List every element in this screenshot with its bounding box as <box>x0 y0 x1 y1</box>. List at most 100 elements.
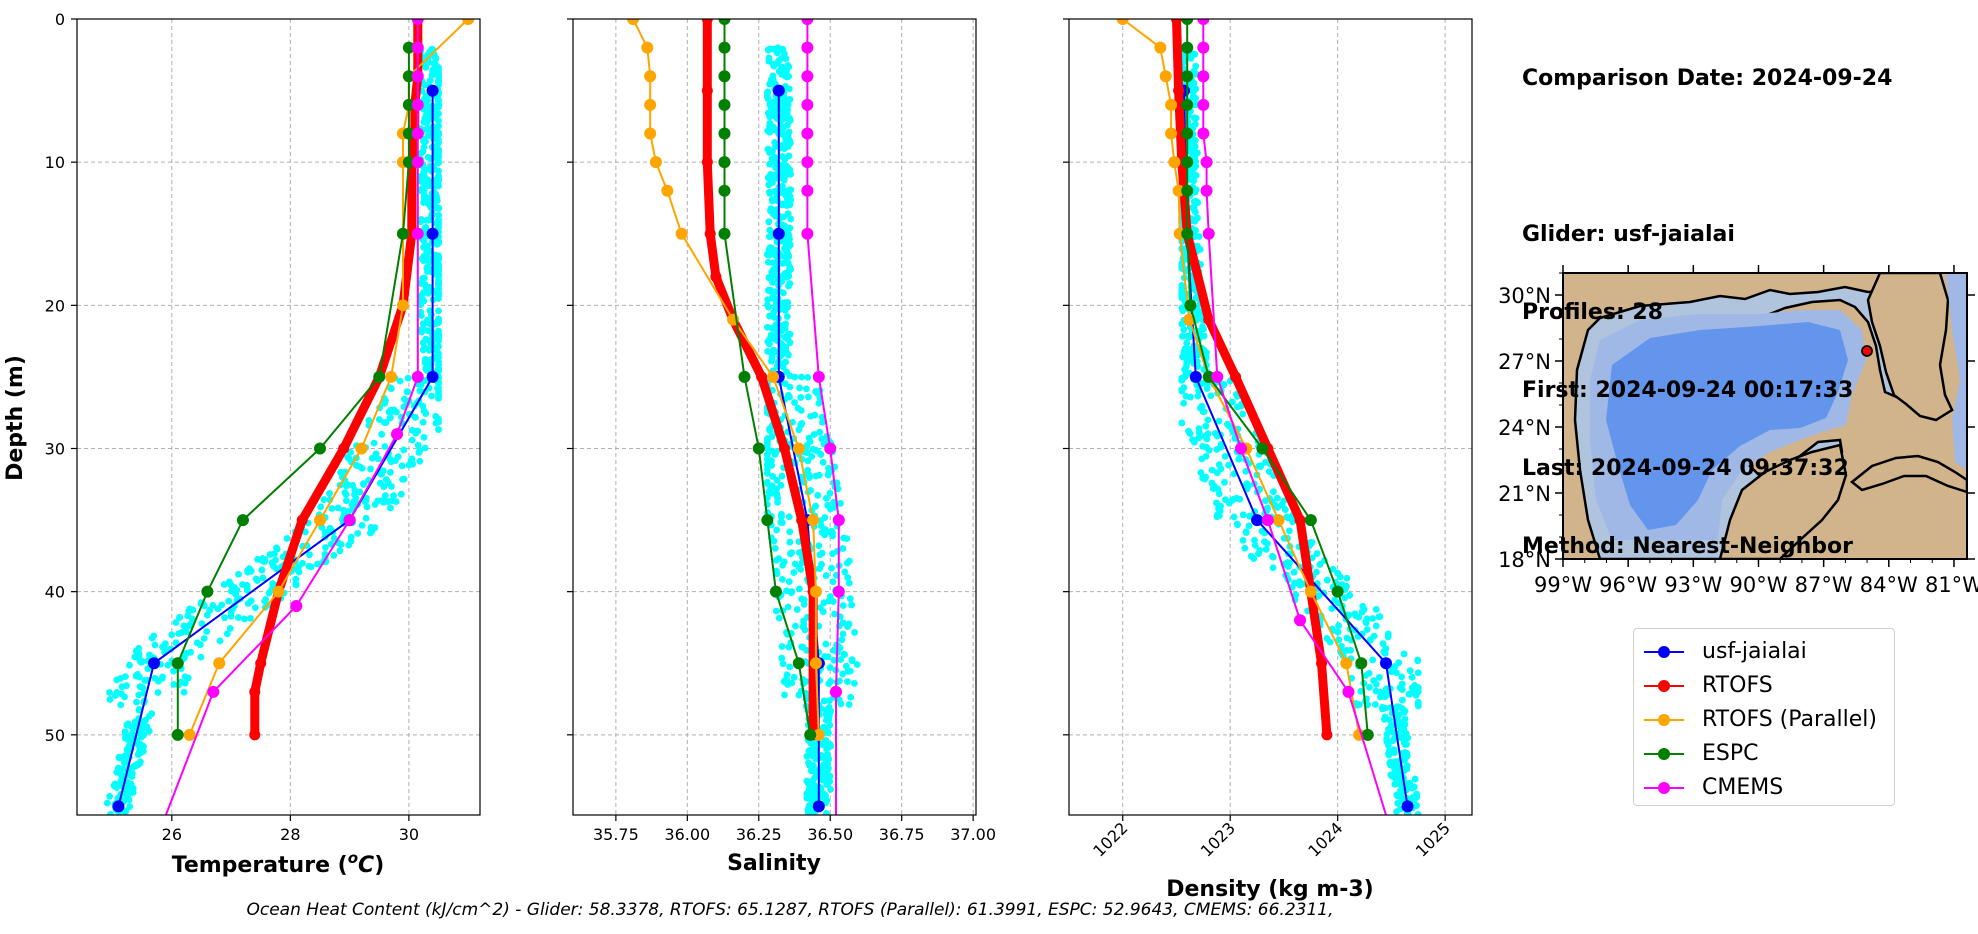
glider-scatter-point <box>1193 312 1201 320</box>
usf-jaialai-point <box>1189 370 1202 383</box>
y-tick-label: 10 <box>45 153 65 172</box>
glider-scatter-point <box>136 758 144 766</box>
glider-scatter-point <box>783 64 791 72</box>
glider-scatter-point <box>788 588 796 595</box>
usf-jaialai-point <box>1380 657 1393 670</box>
glider-scatter-point <box>781 270 789 277</box>
glider-scatter-point <box>778 70 785 78</box>
glider-scatter-point <box>766 160 774 168</box>
glider-scatter-point <box>815 399 823 407</box>
glider-scatter-point <box>431 53 439 61</box>
glider-scatter-point <box>435 73 442 81</box>
glider-scatter-point <box>780 213 788 221</box>
glider-scatter-point <box>380 419 388 426</box>
rtofs-parallel-point <box>1165 127 1178 140</box>
glider-scatter-point <box>226 578 233 586</box>
glider-scatter-point <box>1207 392 1215 400</box>
glider-scatter-point <box>776 352 784 360</box>
glider-scatter-point <box>1414 702 1422 710</box>
glider-scatter-point <box>198 620 206 628</box>
rtofs-parallel-point <box>1272 514 1285 527</box>
glider-scatter-point <box>188 615 196 623</box>
glider-scatter-point <box>423 363 431 371</box>
glider-scatter-point <box>203 628 211 635</box>
glider-scatter-point <box>1382 645 1390 653</box>
glider-scatter-point <box>419 346 427 354</box>
glider-scatter-point <box>1180 399 1188 407</box>
temperature-x-ticks: 26 28 30 <box>162 815 419 844</box>
glider-scatter-point <box>1193 242 1201 250</box>
espc-point <box>718 70 731 83</box>
glider-scatter-point <box>784 603 792 611</box>
glider-scatter-point <box>295 563 302 571</box>
glider-scatter-point <box>1308 554 1316 562</box>
rtofs-point <box>779 442 791 454</box>
glider-scatter-point <box>1331 596 1339 604</box>
usf-jaialai-point <box>772 227 785 240</box>
cmems-point <box>801 98 814 111</box>
glider-scatter-point <box>838 636 846 644</box>
glider-scatter-point <box>148 710 156 718</box>
map-florida-land <box>1866 273 1954 422</box>
glider-scatter-point <box>763 251 771 258</box>
glider-scatter-point <box>433 240 441 248</box>
glider-scatter-point <box>226 625 234 632</box>
glider-scatter-point <box>1401 740 1409 748</box>
density-axis-label: Density (kg m-3) <box>1166 877 1374 902</box>
cmems-point <box>1197 70 1210 83</box>
glider-scatter-point <box>1236 495 1244 503</box>
glider-scatter-point <box>117 674 124 682</box>
glider-scatter-point <box>423 119 431 127</box>
glider-scatter-point <box>816 565 823 572</box>
glider-scatter-point <box>1187 354 1195 362</box>
glider-scatter-point <box>778 643 786 650</box>
espc-point <box>171 657 184 670</box>
glider-scatter-point <box>400 446 408 454</box>
glider-scatter-point <box>843 559 851 567</box>
glider-scatter-point <box>784 335 792 343</box>
glider-scatter-point <box>778 575 786 583</box>
glider-scatter-point <box>764 145 772 153</box>
glider-scatter-point <box>763 444 771 452</box>
glider-scatter-point <box>1384 741 1392 749</box>
glider-scatter-point <box>113 768 121 776</box>
rtofs-parallel-point <box>809 585 822 598</box>
glider-scatter-point <box>330 551 338 559</box>
glider-scatter-point <box>829 550 837 558</box>
cmems-point <box>1197 127 1210 140</box>
glider-scatter-point <box>766 244 774 252</box>
salinity-x-ticks: 35.75 36.00 36.25 36.50 36.75 37.00 <box>593 815 996 844</box>
glider-scatter-point <box>783 587 791 595</box>
glider-scatter-point <box>773 570 781 578</box>
glider-scatter-point <box>397 490 405 498</box>
glider-scatter-point <box>1400 650 1408 658</box>
x-tick-label: 1023 <box>1197 818 1239 860</box>
glider-scatter-point <box>1372 687 1380 695</box>
glider-scatter-point <box>360 480 367 488</box>
glider-scatter-point <box>841 568 849 576</box>
glider-scatter-point <box>1186 430 1194 437</box>
cmems-point <box>411 156 424 169</box>
glider-scatter-point <box>804 373 812 381</box>
cmems-point <box>1197 41 1210 54</box>
glider-scatter-point <box>417 301 425 308</box>
glider-scatter-point <box>196 641 204 649</box>
glider-scatter-point <box>1376 613 1384 620</box>
glider-scatter-point <box>356 488 364 496</box>
comparison-info: Comparison Date: 2024-09-24 Glider: usf-… <box>1522 14 1892 586</box>
glider-scatter-point <box>106 696 114 703</box>
legend-item-usf-jaialai: usf-jaialai <box>1644 637 1894 667</box>
glider-scatter-point <box>1191 50 1199 58</box>
glider-scatter-point <box>785 85 793 93</box>
glider-scatter-point <box>1381 704 1389 712</box>
glider-scatter-point <box>1178 332 1186 340</box>
glider-scatter-point <box>1286 559 1293 567</box>
glider-scatter-point <box>126 789 134 796</box>
glider-scatter-point <box>381 443 389 450</box>
map-lon-label: 99°W <box>1534 573 1592 597</box>
glider-scatter-point <box>435 136 442 144</box>
glider-scatter-point <box>321 528 329 536</box>
glider-scatter-point <box>770 98 778 106</box>
rtofs-point <box>255 657 267 669</box>
